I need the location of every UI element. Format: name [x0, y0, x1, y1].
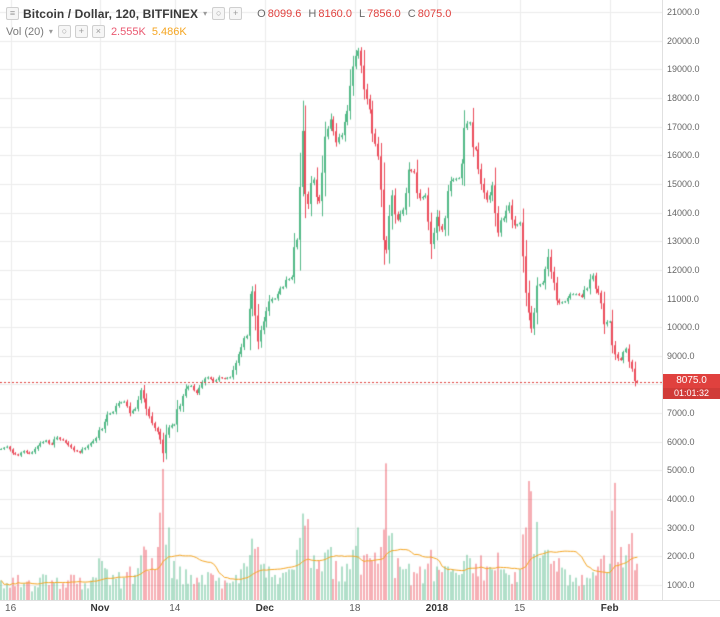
price-tick-label: 14000.0: [667, 207, 700, 218]
price-tick-label: 10000.0: [667, 322, 700, 333]
close-value: 8075.0: [417, 7, 452, 20]
remove-indicator-icon[interactable]: ×: [91, 25, 105, 38]
series-settings-icon[interactable]: +: [229, 7, 243, 20]
time-tick-label: Nov: [90, 603, 110, 614]
chevron-down-icon[interactable]: ▾: [203, 9, 208, 18]
bar-countdown: 01:01:32: [663, 388, 720, 400]
time-tick-label: 14: [169, 603, 181, 614]
open-value: 8099.6: [267, 7, 302, 20]
volume-indicator-label[interactable]: Vol (20): [6, 25, 44, 38]
price-tick-label: 3000.0: [667, 522, 695, 533]
last-price-tag: 8075.0 01:01:32: [663, 374, 720, 400]
price-tick-label: 1000.0: [667, 580, 695, 590]
hide-series-icon[interactable]: ○: [212, 7, 226, 20]
price-tick-label: 17000.0: [667, 121, 700, 132]
ohlc-readout: O 8099.6 H 8160.0 L 7856.0 C 8075.0: [252, 8, 451, 20]
price-tick-label: 6000.0: [667, 436, 695, 447]
price-tick-label: 16000.0: [667, 150, 700, 161]
chart-legend: ≡ Bitcoin / Dollar, 120, BITFINEX ▾ ○ + …: [6, 5, 451, 39]
price-tick-label: 5000.0: [667, 465, 695, 476]
price-tick-label: 2000.0: [667, 551, 695, 562]
time-axis[interactable]: 16 Nov 14 Dec 18 2018 15 Feb: [0, 600, 720, 617]
low-label: L: [358, 7, 366, 20]
time-tick-label: Dec: [255, 603, 274, 614]
indicator-settings-icon[interactable]: +: [74, 25, 88, 38]
price-tick-label: 19000.0: [667, 64, 700, 75]
symbol-legend-row: ≡ Bitcoin / Dollar, 120, BITFINEX ▾ ○ + …: [6, 5, 451, 22]
time-tick-label: 16: [5, 603, 17, 614]
high-value: 8160.0: [318, 7, 352, 20]
price-tick-label: 18000.0: [667, 92, 700, 103]
price-tick-label: 21000.0: [667, 7, 700, 17]
symbol-title[interactable]: Bitcoin / Dollar, 120, BITFINEX: [23, 6, 199, 21]
price-tick-label: 7000.0: [667, 408, 695, 419]
price-tick-label: 4000.0: [667, 494, 695, 505]
time-tick-label: 18: [349, 603, 361, 614]
price-chart-canvas[interactable]: [0, 0, 662, 600]
close-label: C: [407, 7, 416, 20]
hide-indicator-icon[interactable]: ○: [57, 25, 71, 38]
volume-value: 2.555K: [110, 25, 146, 38]
time-tick-label: 2018: [425, 603, 449, 614]
chevron-down-icon[interactable]: ▾: [48, 27, 53, 36]
open-label: O: [257, 7, 266, 20]
price-tick-label: 9000.0: [667, 350, 695, 361]
price-axis[interactable]: 8075.0 01:01:32 21000.0 20000.0 19000.0 180…: [662, 0, 720, 600]
chart-menu-icon[interactable]: ≡: [6, 7, 19, 20]
price-tick-label: 20000.0: [667, 35, 700, 46]
price-tick-label: 15000.0: [667, 178, 700, 189]
time-tick-label: Feb: [600, 603, 619, 614]
last-price-value: 8075.0: [663, 374, 720, 389]
high-label: H: [308, 7, 317, 20]
low-value: 7856.0: [367, 7, 401, 20]
price-tick-label: 11000.0: [667, 293, 699, 304]
volume-ma-value: 5.486K: [151, 25, 187, 38]
price-tick-label: 12000.0: [667, 264, 700, 275]
price-tick-label: 13000.0: [667, 236, 700, 247]
time-tick-label: 15: [514, 603, 526, 614]
volume-legend-row: Vol (20) ▾ ○ + × 2.555K 5.486K: [6, 24, 451, 39]
